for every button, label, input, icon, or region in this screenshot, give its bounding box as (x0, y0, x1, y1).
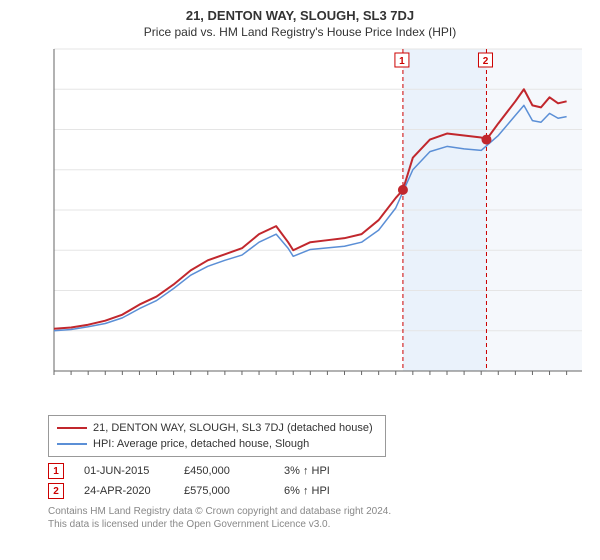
trade-row: 2 24-APR-2020 £575,000 6% ↑ HPI (48, 483, 590, 499)
trades-table: 1 01-JUN-2015 £450,000 3% ↑ HPI 2 24-APR… (48, 463, 590, 499)
chart-subtitle: Price paid vs. HM Land Registry's House … (10, 25, 590, 39)
footer-line: This data is licensed under the Open Gov… (48, 518, 590, 531)
trade-row: 1 01-JUN-2015 £450,000 3% ↑ HPI (48, 463, 590, 479)
legend-row: HPI: Average price, detached house, Slou… (57, 436, 377, 452)
svg-text:2: 2 (483, 56, 489, 67)
trade-diff: 3% ↑ HPI (284, 465, 364, 477)
legend-row: 21, DENTON WAY, SLOUGH, SL3 7DJ (detache… (57, 420, 377, 436)
footer-attribution: Contains HM Land Registry data © Crown c… (48, 505, 590, 531)
trade-badge: 1 (48, 463, 64, 479)
legend-swatch (57, 443, 87, 445)
legend-label: 21, DENTON WAY, SLOUGH, SL3 7DJ (detache… (93, 420, 373, 436)
chart: £0£100K£200K£300K£400K£500K£600K£700K£80… (48, 45, 588, 375)
svg-text:1: 1 (399, 56, 405, 67)
trade-date: 24-APR-2020 (84, 485, 164, 497)
trade-price: £575,000 (184, 485, 264, 497)
line-chart-svg: £0£100K£200K£300K£400K£500K£600K£700K£80… (48, 45, 588, 375)
trade-date: 01-JUN-2015 (84, 465, 164, 477)
trade-badge: 2 (48, 483, 64, 499)
footer-line: Contains HM Land Registry data © Crown c… (48, 505, 590, 518)
trade-diff: 6% ↑ HPI (284, 485, 364, 497)
legend-swatch (57, 427, 87, 429)
trade-price: £450,000 (184, 465, 264, 477)
legend-box: 21, DENTON WAY, SLOUGH, SL3 7DJ (detache… (48, 415, 386, 457)
chart-title: 21, DENTON WAY, SLOUGH, SL3 7DJ (10, 8, 590, 23)
legend-label: HPI: Average price, detached house, Slou… (93, 436, 309, 452)
